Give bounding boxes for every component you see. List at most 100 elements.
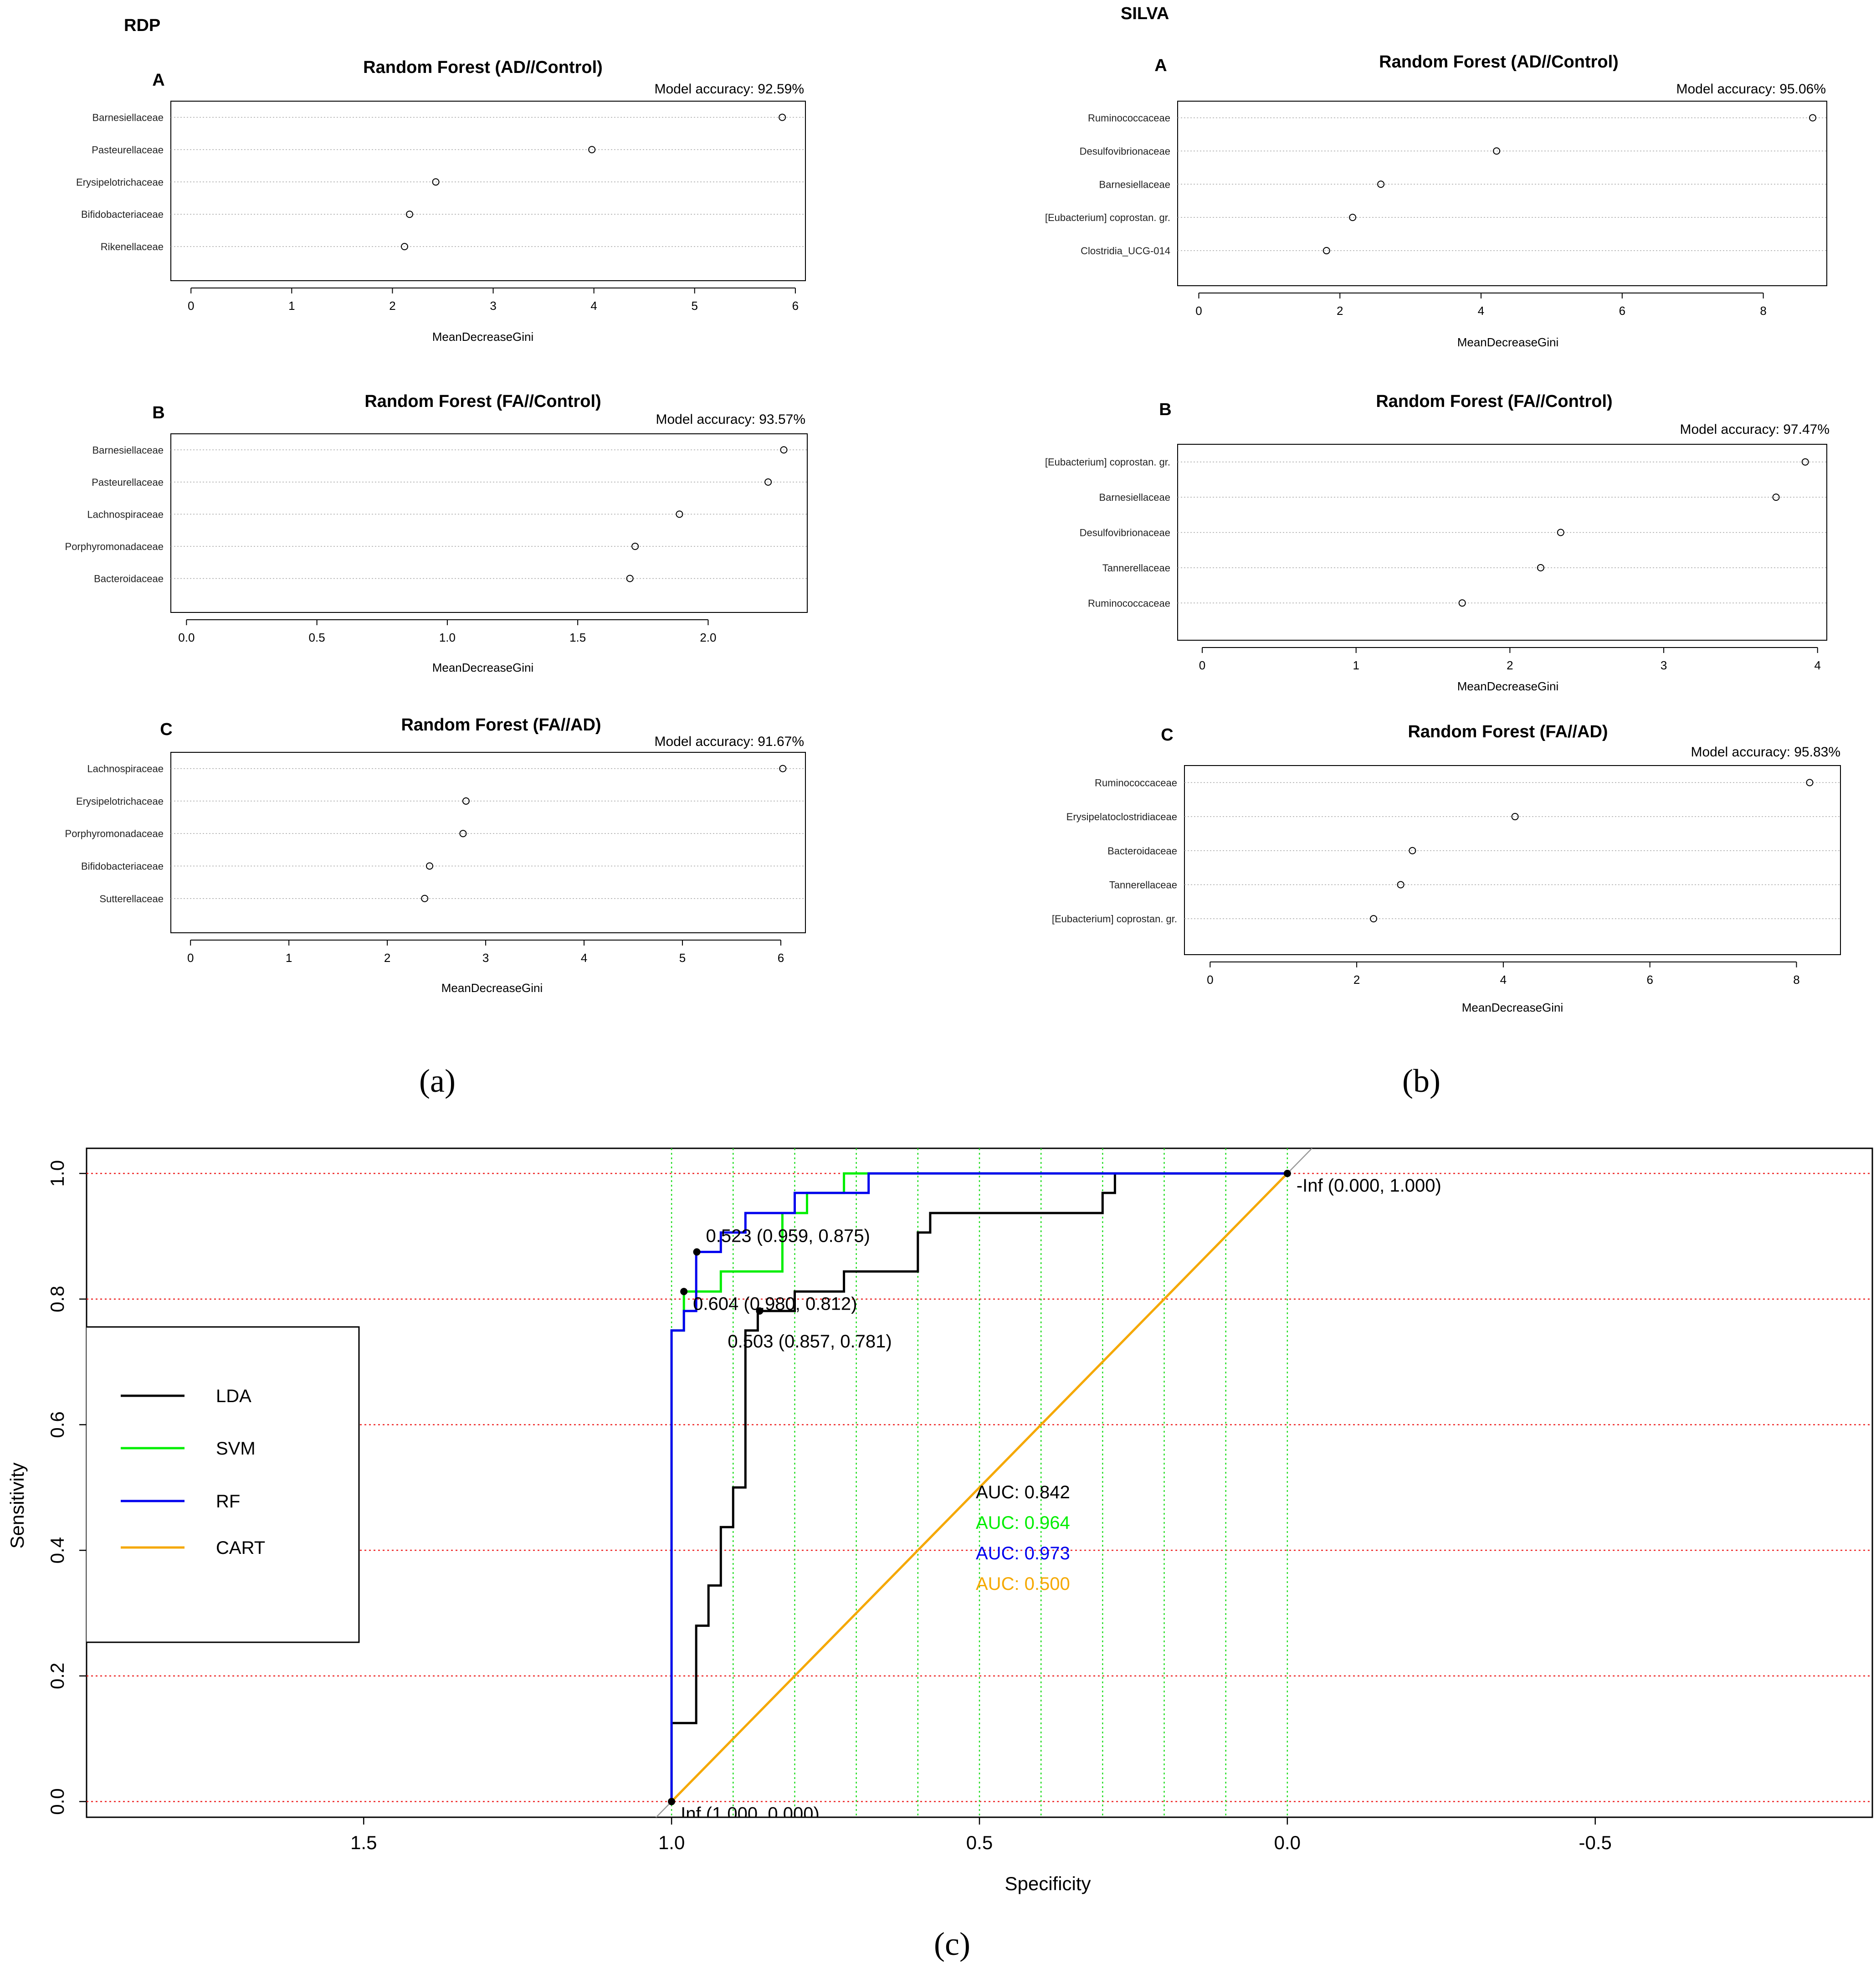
category-label: Clostridia_UCG-014 (1081, 245, 1170, 257)
category-label: Erysipelatoclostridiaceae (1066, 811, 1177, 823)
data-point (1349, 214, 1357, 221)
data-point (1557, 529, 1564, 536)
legend-label: LDA (216, 1386, 251, 1406)
x-tick-label: 2 (389, 299, 395, 313)
data-point (462, 797, 470, 805)
silva-section-label: SILVA (1121, 4, 1169, 23)
x-tick-label: 6 (1646, 973, 1653, 987)
x-tick-label: 8 (1793, 973, 1799, 987)
threshold-label: 0.503 (0.857, 0.781) (728, 1332, 892, 1352)
data-point (1409, 847, 1416, 854)
x-tick-label: 1 (286, 951, 292, 965)
x-tick-label: 5 (679, 951, 686, 965)
x-tick-label: 2 (1337, 304, 1343, 318)
x-tick-label: 6 (792, 299, 799, 313)
threshold-label: 0.523 (0.959, 0.875) (706, 1226, 870, 1246)
x-axis-label: MeanDecreaseGini (1457, 335, 1559, 349)
plot-frame (170, 752, 806, 933)
category-label: Desulfovibrionaceae (1080, 527, 1170, 539)
panel-title: Random Forest (FA//AD) (401, 715, 601, 735)
x-tick-label: 0 (1195, 304, 1202, 318)
threshold-point (1283, 1170, 1291, 1177)
model-accuracy: Model accuracy: 93.57% (656, 412, 805, 427)
threshold-point (693, 1248, 701, 1256)
series-line-lda (670, 1172, 1287, 1802)
category-label: Bacteroidaceae (1107, 845, 1177, 857)
x-tick-label: 1 (288, 299, 295, 313)
category-label: Ruminococcaceae (1088, 597, 1170, 609)
category-label: [Eubacterium] coprostan. gr. (1045, 212, 1170, 223)
data-point (1370, 915, 1378, 923)
category-label: Tannerellaceae (1109, 879, 1177, 890)
data-point (631, 542, 639, 550)
plot-frame (1177, 101, 1827, 286)
x-tick-label: 4 (581, 951, 587, 965)
series-line-rf (670, 1172, 1287, 1802)
data-point (779, 113, 786, 121)
threshold-point (680, 1288, 688, 1296)
category-label: [Eubacterium] coprostan. gr. (1052, 913, 1177, 925)
category-label: Pasteurellaceae (92, 144, 164, 155)
x-tick-label: 2 (384, 951, 390, 965)
x-tick-label: 0 (188, 299, 194, 313)
roc-chart: 0.523 (0.959, 0.875) 0.604 (0.980, 0.812)… (6, 1147, 1873, 1894)
panel-title: Random Forest (AD//Control) (1379, 52, 1619, 72)
series-line-cart (671, 1172, 1288, 1803)
y-tick-label: 1.0 (46, 1160, 68, 1187)
data-point (1801, 458, 1809, 466)
category-label: Erysipelotrichaceae (76, 796, 164, 807)
y-axis-label: Sensitivity (6, 1462, 28, 1548)
category-label: Porphyromonadaceae (65, 828, 164, 839)
x-tick-label: 0 (1207, 973, 1213, 987)
x-tick-label: 4 (1478, 304, 1484, 318)
roc-legend: LDA SVM RF CART (87, 1326, 360, 1643)
x-tick-label: 0 (187, 951, 194, 965)
dotplot-panels: Random Forest (AD//Control) A Model accura… (65, 52, 1841, 1014)
x-axis-label: MeanDecreaseGini (1457, 679, 1559, 693)
panel-title: Random Forest (AD//Control) (363, 58, 603, 77)
category-label: Bifidobacteriaceae (81, 860, 164, 872)
rf-panel-silva-b: Random Forest (FA//Control) B Model accura… (1045, 392, 1830, 693)
model-accuracy: Model accuracy: 95.06% (1676, 82, 1826, 97)
x-tick-label: 1 (1353, 658, 1359, 672)
x-tick-label: 3 (1661, 658, 1667, 672)
y-tick-label: 0.2 (46, 1663, 68, 1689)
model-accuracy: Model accuracy: 97.47% (1680, 422, 1830, 437)
figure-label-a: (a) (419, 1063, 456, 1099)
x-tick-label: 1.0 (658, 1832, 685, 1853)
model-accuracy: Model accuracy: 91.67% (654, 734, 804, 749)
panel-title: Random Forest (FA//AD) (1408, 722, 1608, 741)
data-point (1809, 114, 1817, 122)
panel-letter: B (152, 403, 164, 422)
data-point (400, 243, 408, 251)
data-point (1377, 180, 1385, 188)
data-point (588, 146, 596, 154)
plot-frame (170, 101, 806, 281)
x-tick-label: 3 (482, 951, 489, 965)
panel-letter: C (1161, 725, 1173, 745)
data-point (432, 178, 440, 186)
data-point (780, 446, 788, 454)
x-tick-label: 2 (1507, 658, 1513, 672)
data-point (764, 478, 772, 486)
category-label: Bifidobacteriaceae (81, 209, 164, 220)
x-tick-label: 0.5 (966, 1832, 993, 1853)
category-label: Porphyromonadaceae (65, 541, 164, 552)
threshold-label: 0.604 (0.980, 0.812) (693, 1294, 857, 1314)
plot-frame (1184, 765, 1841, 955)
x-tick-label: 3 (490, 299, 496, 313)
data-point (421, 895, 429, 902)
data-point (406, 211, 414, 218)
x-tick-label: 2.0 (700, 631, 716, 644)
x-axis-label: MeanDecreaseGini (432, 330, 534, 344)
x-tick-label: 6 (778, 951, 784, 965)
data-point (459, 830, 467, 838)
data-point (676, 510, 683, 518)
panel-title: Random Forest (FA//Control) (1376, 392, 1612, 411)
roc-plot-area: 0.523 (0.959, 0.875) 0.604 (0.980, 0.812)… (87, 1148, 1872, 1817)
category-label: Sutterellaceae (99, 893, 164, 905)
x-tick-label: 0.0 (178, 631, 195, 644)
plot-frame (1177, 444, 1827, 641)
auc-label: AUC: 0.964 (976, 1513, 1070, 1533)
